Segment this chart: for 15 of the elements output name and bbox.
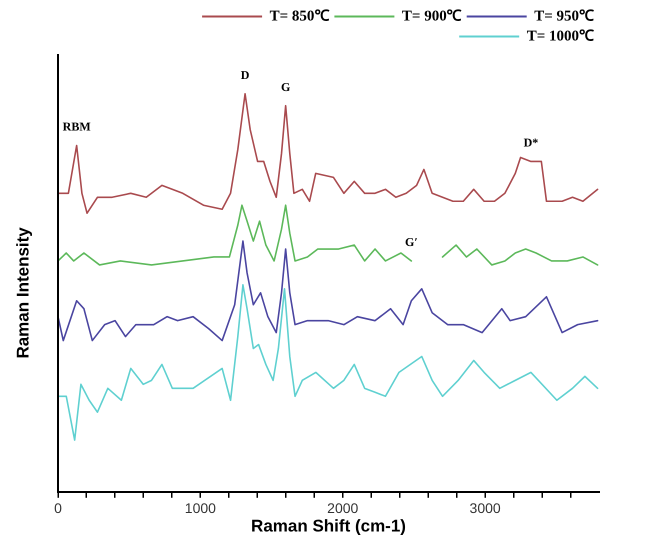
x-axis-title: Raman Shift (cm-1) <box>251 516 406 536</box>
annotation: RBM <box>62 120 91 134</box>
x-tick-label: 2000 <box>327 500 359 516</box>
legend-label: T= 850℃ <box>270 8 330 24</box>
x-tick-label: 1000 <box>184 500 216 516</box>
x-tick-label: 0 <box>54 500 62 516</box>
annotation: D* <box>524 136 538 150</box>
legend-label: T= 1000℃ <box>526 28 594 44</box>
legend-label: T= 950℃ <box>534 8 594 24</box>
y-axis-title: Raman Intensity <box>14 226 33 359</box>
legend-label: T= 900℃ <box>402 8 462 24</box>
x-tick-label: 3000 <box>470 500 501 516</box>
annotation: D <box>240 68 250 82</box>
annotation: G <box>280 80 290 94</box>
annotation: G′ <box>405 235 418 250</box>
